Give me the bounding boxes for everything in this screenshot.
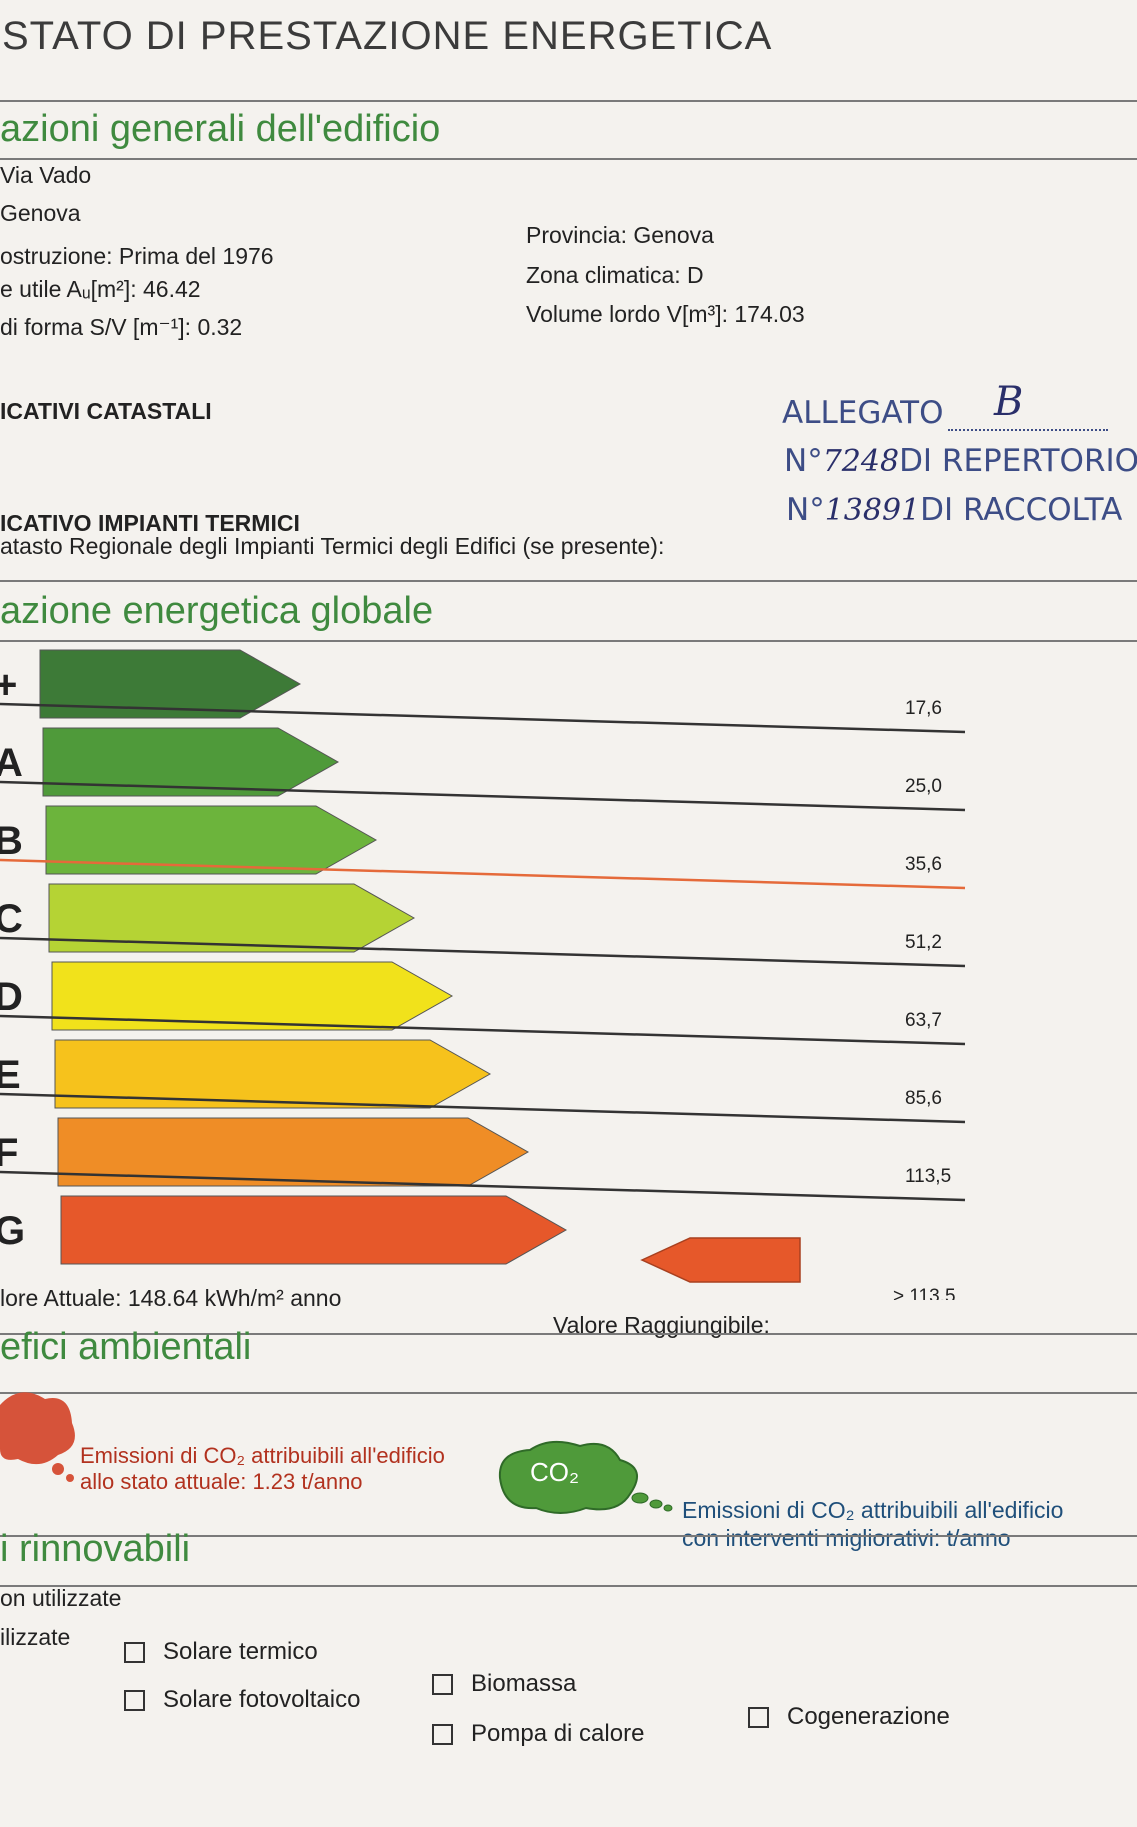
- threshold-label: 51,2: [905, 932, 942, 953]
- threshold-label: 25,0: [905, 776, 942, 797]
- renewables-heading: i rinnovabili: [0, 1528, 191, 1570]
- threshold-label: > 113,5: [893, 1286, 956, 1300]
- class-divider: [0, 1092, 966, 1124]
- class-divider: [0, 702, 966, 734]
- class-divider: [0, 936, 966, 968]
- checkbox[interactable]: [124, 1689, 145, 1711]
- useful-area: e utile Aᵤ[m²]: 46.42: [0, 276, 201, 302]
- allegato-value: B: [993, 379, 1024, 425]
- allegato-label: ALLEGATO: [782, 395, 944, 431]
- co2-symbol: CO₂: [530, 1457, 580, 1487]
- class-arrow-g: [60, 1195, 568, 1265]
- energy-class-scale: +17,6 A 25,0 B 35,6 C 51,2 D 63,7 E 85,6 F 113,5 G > 1…: [0, 649, 966, 1300]
- energy-heading: azione energetica globale: [0, 590, 434, 632]
- class-divider: [0, 858, 966, 890]
- page-title: STATO DI PRESTAZIONE ENERGETICA: [2, 14, 773, 58]
- threshold-label: 17,6: [905, 698, 942, 719]
- checkbox[interactable]: [124, 1641, 145, 1663]
- section-divider: [0, 1585, 1137, 1587]
- option-solare-termico[interactable]: Solare termico: [124, 1638, 318, 1666]
- option-label: Solare termico: [163, 1638, 318, 1665]
- class-letter: A: [0, 741, 23, 785]
- allegato-line: B: [947, 379, 1108, 431]
- option-label: Cogenerazione: [787, 1703, 950, 1730]
- option-pompa-di-calore[interactable]: Pompa di calore: [432, 1720, 644, 1748]
- section-divider: [0, 1333, 1137, 1335]
- repertorio-label: DI REPERTORIO: [899, 443, 1137, 479]
- environmental-heading: efici ambientali: [0, 1326, 252, 1368]
- thermal-catasto-text: atasto Regionale degli Impianti Termici …: [0, 533, 665, 559]
- raccolta-number: 13891: [824, 493, 921, 528]
- class-letter: G: [0, 1209, 25, 1253]
- checkbox[interactable]: [432, 1673, 453, 1695]
- option-label: Biomassa: [471, 1670, 577, 1697]
- construction-year: ostruzione: Prima del 1976: [0, 243, 274, 269]
- section-divider: [0, 1392, 1137, 1394]
- province: Provincia: Genova: [526, 222, 714, 248]
- option-biomassa[interactable]: Biomassa: [432, 1670, 576, 1698]
- current-value: lore Attuale: 148.64 kWh/m² anno: [0, 1285, 342, 1311]
- section-divider: [0, 1535, 1137, 1537]
- climate-zone: Zona climatica: D: [526, 262, 704, 288]
- red-co2-cloud-icon: [0, 1392, 75, 1482]
- option-label: Solare fotovoltaico: [163, 1686, 361, 1713]
- used-label: ilizzate: [0, 1624, 71, 1650]
- current-emissions: Emissioni di CO₂ attribuibili all'edific…: [80, 1443, 445, 1495]
- green-co2-cloud-icon: [498, 1440, 673, 1514]
- class-arrow-a: [42, 727, 340, 797]
- gross-volume: Volume lordo V[m³]: 174.03: [526, 301, 805, 327]
- raccolta-prefix: N°: [786, 492, 825, 528]
- class-letter: D: [0, 975, 23, 1019]
- current-emissions-line1: Emissioni di CO₂ attribuibili all'edific…: [80, 1443, 445, 1468]
- repertorio-number: 7248: [822, 444, 900, 479]
- improved-emissions-line2: con interventi migliorativi: t/anno: [682, 1525, 1011, 1551]
- threshold-label: 113,5: [905, 1166, 951, 1187]
- section-divider: [0, 640, 1137, 642]
- checkbox[interactable]: [432, 1723, 453, 1745]
- city: Genova: [0, 200, 81, 226]
- class-divider: [0, 1014, 966, 1046]
- class-letter: E: [0, 1053, 21, 1097]
- class-arrow-a-plus: [39, 649, 302, 719]
- option-cogenerazione[interactable]: Cogenerazione: [748, 1703, 950, 1731]
- raccolta-stamp: N°13891DI RACCOLTA: [786, 492, 1122, 528]
- shape-factor: di forma S/V [m⁻¹]: 0.32: [0, 314, 243, 340]
- threshold-label: 85,6: [905, 1088, 942, 1109]
- class-arrow-b: [45, 805, 378, 875]
- allegato-stamp: ALLEGATO B: [782, 379, 1108, 431]
- general-info-heading: azioni generali dell'edificio: [0, 108, 441, 150]
- cadastral-heading: ICATIVI CATASTALI: [0, 398, 212, 424]
- threshold-label: 35,6: [905, 854, 942, 875]
- section-divider: [0, 100, 1137, 102]
- option-label: Pompa di calore: [471, 1720, 645, 1747]
- class-letter: F: [0, 1131, 18, 1175]
- class-letter: C: [0, 897, 23, 941]
- not-used-label: on utilizzate: [0, 1585, 122, 1611]
- address: Via Vado: [0, 162, 92, 188]
- class-divider: [0, 780, 966, 812]
- raccolta-label: DI RACCOLTA: [920, 492, 1123, 528]
- repertorio-prefix: N°: [784, 443, 823, 479]
- section-divider: [0, 158, 1137, 160]
- achievable-value-arrow: [640, 1237, 801, 1283]
- improved-emissions: Emissioni di CO₂ attribuibili all'edific…: [682, 1496, 1063, 1552]
- class-divider: [0, 1170, 966, 1202]
- option-solare-fotovoltaico[interactable]: Solare fotovoltaico: [124, 1686, 360, 1714]
- repertorio-stamp: N°7248DI REPERTORIO: [784, 443, 1137, 479]
- class-letter: +: [0, 663, 17, 707]
- section-divider: [0, 580, 1137, 582]
- improved-emissions-line1: Emissioni di CO₂ attribuibili all'edific…: [682, 1497, 1064, 1523]
- threshold-label: 63,7: [905, 1010, 942, 1031]
- checkbox[interactable]: [748, 1706, 769, 1728]
- current-emissions-line2: allo stato attuale: 1.23 t/anno: [80, 1469, 363, 1494]
- thermal-systems-heading: ICATIVO IMPIANTI TERMICI: [0, 510, 300, 536]
- class-letter: B: [0, 819, 23, 863]
